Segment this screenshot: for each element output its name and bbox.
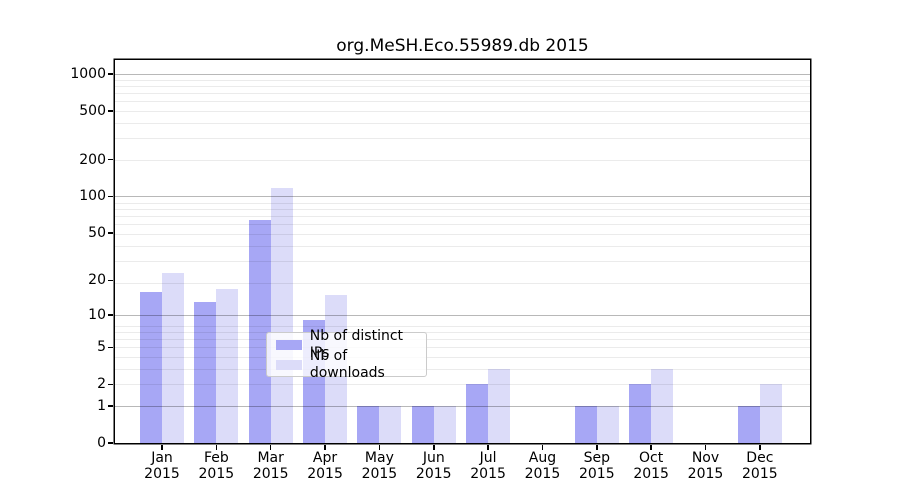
- x-axis-tick-label: Jun 2015: [415, 450, 452, 482]
- x-axis-tick: [433, 445, 435, 450]
- y-axis-tick: [108, 279, 113, 282]
- gridline-minor: [115, 122, 810, 124]
- x-axis-tick: [596, 445, 598, 450]
- y-axis-tick: [108, 383, 113, 386]
- gridline-minor: [115, 245, 810, 247]
- x-axis-tick: [324, 445, 326, 450]
- gridline-minor: [115, 93, 810, 95]
- x-axis-tick-label: Dec 2015: [742, 450, 778, 482]
- legend-item-downloads: Nb of downloads: [276, 348, 426, 381]
- x-axis-tick-label: May 2015: [361, 450, 398, 482]
- gridline-major: [115, 196, 810, 198]
- x-axis-tick: [269, 445, 272, 450]
- x-axis-tick: [487, 445, 489, 450]
- legend-label-downloads: Nb of downloads: [309, 347, 385, 381]
- legend-swatch-downloads: [276, 359, 302, 370]
- bar-downloads-oct: [651, 368, 674, 443]
- x-axis-tick-label: Apr 2015: [307, 450, 343, 482]
- x-axis-tick-label: Sep 2015: [578, 450, 615, 482]
- chart-title: org.MeSH.Eco.55989.db 2015: [336, 36, 589, 56]
- bar-distinct-ips-may: [357, 405, 380, 443]
- bar-distinct-ips-oct: [629, 384, 652, 443]
- gridline-minor: [115, 208, 810, 210]
- gridline-minor: [115, 282, 810, 284]
- y-axis-tick-label: 20: [88, 272, 106, 289]
- y-axis-tick-label: 2: [97, 376, 106, 393]
- gridline-minor: [115, 101, 810, 103]
- bar-downloads-dec: [759, 384, 782, 443]
- gridline-minor: [115, 79, 810, 81]
- y-axis-tick-label: 0: [97, 435, 106, 451]
- y-axis-tick: [108, 442, 113, 444]
- gridline-minor: [115, 224, 810, 226]
- bar-distinct-ips-sep: [574, 405, 597, 443]
- x-axis-tick: [704, 445, 707, 450]
- y-axis-tick-label: 100: [79, 188, 106, 205]
- gridline-minor: [115, 138, 810, 140]
- x-axis-tick: [650, 445, 652, 450]
- gridline-minor: [115, 234, 810, 236]
- y-axis-tick-label: 1000: [70, 65, 106, 82]
- gridline-minor: [115, 216, 810, 218]
- legend-label-distinct-ips: Nb of distinct IPs: [309, 327, 404, 361]
- y-axis-tick-label: 1: [97, 397, 106, 414]
- bar-downloads-mar: [270, 188, 293, 443]
- gridline-minor: [115, 202, 810, 204]
- gridline-major: [115, 73, 810, 75]
- bar-downloads-may: [379, 405, 402, 443]
- bar-downloads-jan: [162, 273, 184, 443]
- x-axis-tick-label: Mar 2015: [252, 450, 289, 482]
- x-axis-tick-label: Nov 2015: [687, 450, 724, 482]
- bar-distinct-ips-jul: [466, 384, 489, 443]
- bar-downloads-jul: [488, 368, 511, 443]
- gridline-minor: [115, 261, 810, 263]
- y-axis-tick-label: 50: [88, 224, 106, 241]
- y-axis-tick: [108, 195, 113, 198]
- bar-distinct-ips-dec: [737, 405, 760, 443]
- x-axis-tick: [541, 445, 544, 450]
- plot-area: [115, 60, 810, 443]
- legend-swatch-distinct-ips: [276, 339, 302, 350]
- x-axis-tick-label: Oct 2015: [633, 450, 669, 482]
- x-axis-tick: [161, 445, 163, 450]
- y-axis-tick: [108, 314, 113, 316]
- bar-distinct-ips-feb: [194, 302, 217, 443]
- x-axis-tick-label: Feb 2015: [198, 450, 235, 482]
- y-axis-tick: [108, 110, 113, 112]
- x-axis-tick: [378, 445, 381, 450]
- legend: Nb of distinct IPs Nb of downloads: [266, 328, 427, 381]
- bar-distinct-ips-mar: [248, 220, 271, 443]
- legend-item-distinct-ips: Nb of distinct IPs: [276, 328, 426, 361]
- y-axis-tick: [108, 346, 113, 349]
- y-axis-tick-label: 200: [79, 151, 106, 168]
- y-axis-tick-label: 500: [79, 102, 106, 119]
- y-axis-tick: [108, 73, 113, 75]
- y-axis-tick-label: 10: [88, 306, 106, 323]
- gridline-minor: [115, 111, 810, 113]
- x-axis-tick-label: Aug 2015: [524, 450, 561, 482]
- gridline-minor: [115, 85, 810, 87]
- x-axis-tick-label: Jan 2015: [144, 450, 180, 482]
- bar-downloads-sep: [596, 405, 619, 443]
- bar-distinct-ips-jun: [411, 405, 434, 443]
- x-axis-tick-label: Jul 2015: [470, 450, 506, 482]
- x-axis-tick: [759, 445, 761, 450]
- y-axis-tick: [108, 158, 113, 161]
- y-axis-tick: [108, 405, 113, 407]
- x-axis-tick: [215, 445, 218, 450]
- bar-distinct-ips-jan: [140, 291, 162, 443]
- gridline-minor: [115, 159, 810, 161]
- y-axis-tick: [108, 232, 113, 234]
- bar-downloads-jun: [433, 405, 456, 443]
- bar-downloads-feb: [216, 288, 239, 443]
- y-axis-tick-label: 5: [97, 339, 106, 356]
